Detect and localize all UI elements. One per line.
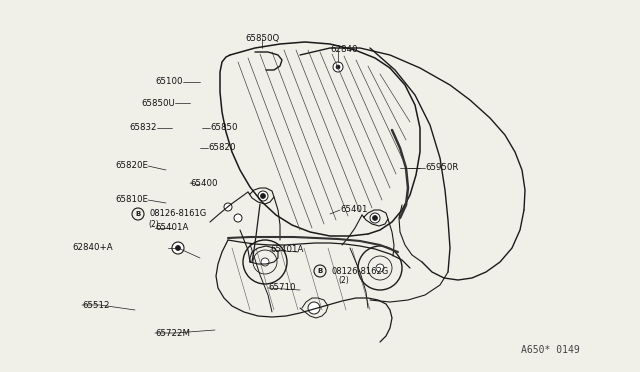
Text: 65710: 65710 <box>268 283 296 292</box>
Circle shape <box>260 193 266 199</box>
Text: 65832: 65832 <box>129 124 157 132</box>
Text: 65850: 65850 <box>210 124 237 132</box>
Text: B: B <box>136 211 141 217</box>
Text: (2): (2) <box>338 276 349 285</box>
Text: 65401: 65401 <box>340 205 367 215</box>
Circle shape <box>172 242 184 254</box>
Text: 65850Q: 65850Q <box>245 33 279 42</box>
Text: 65810E: 65810E <box>115 196 148 205</box>
Text: 65850U: 65850U <box>141 99 175 108</box>
Text: 08126-8161G: 08126-8161G <box>150 209 207 218</box>
Text: 65400: 65400 <box>190 179 218 187</box>
Text: A650* 0149: A650* 0149 <box>521 345 580 355</box>
Circle shape <box>372 215 378 221</box>
Text: 65820: 65820 <box>208 144 236 153</box>
Circle shape <box>308 302 320 314</box>
Circle shape <box>258 191 268 201</box>
Text: 65820E: 65820E <box>115 161 148 170</box>
Text: B: B <box>317 268 323 274</box>
Circle shape <box>234 214 242 222</box>
Circle shape <box>370 213 380 223</box>
Circle shape <box>224 203 232 211</box>
Text: (2): (2) <box>148 219 159 228</box>
Circle shape <box>336 65 340 69</box>
Text: 62840+A: 62840+A <box>72 244 113 253</box>
Text: 65100: 65100 <box>156 77 183 87</box>
Text: 65722M: 65722M <box>155 328 190 337</box>
Text: 65950R: 65950R <box>425 164 458 173</box>
Circle shape <box>175 246 180 250</box>
Circle shape <box>376 264 384 272</box>
Circle shape <box>333 62 343 72</box>
Circle shape <box>261 258 269 266</box>
Text: 65512: 65512 <box>82 301 109 310</box>
Text: 62840: 62840 <box>330 45 358 55</box>
Text: 65401A: 65401A <box>155 224 188 232</box>
Text: 65401A: 65401A <box>270 246 303 254</box>
Text: 08126-8162G: 08126-8162G <box>332 266 389 276</box>
